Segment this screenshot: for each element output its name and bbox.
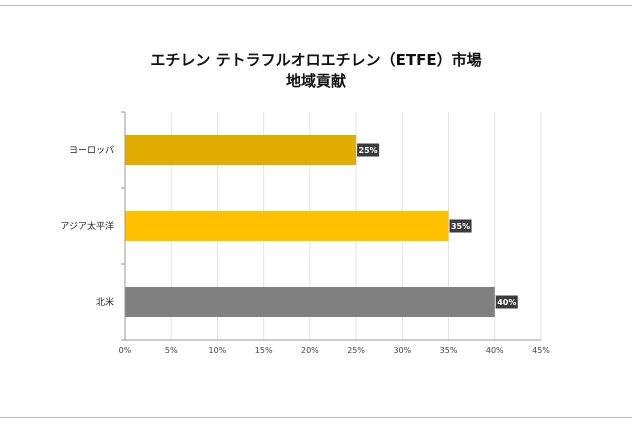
x-tick-label: 20% [301, 346, 319, 355]
bar [125, 287, 495, 317]
data-labels: 25% 35% 40% [357, 143, 518, 309]
data-label: 35% [451, 222, 470, 231]
x-tick-label: 45% [532, 346, 550, 355]
x-tick-label: 25% [347, 346, 365, 355]
x-tick-label: 30% [393, 346, 411, 355]
x-tick-label: 0% [119, 346, 132, 355]
data-label: 25% [359, 146, 378, 155]
x-tick-label: 5% [165, 346, 178, 355]
axes [121, 111, 541, 341]
bar [125, 211, 449, 241]
data-label-box [357, 143, 380, 157]
bars [125, 135, 495, 317]
x-tick-labels: 0% 5% 10% 15% 20% 25% 30% 35% 40% 45% [119, 346, 551, 355]
chart-title: エチレン テトラフルオロエチレン（ETFE）市場 [150, 51, 482, 69]
bar [125, 135, 357, 165]
category-label: 北米 [96, 296, 114, 308]
x-tick-label: 35% [440, 346, 458, 355]
x-tick-label: 40% [486, 346, 504, 355]
bottom-divider [0, 417, 632, 418]
data-label-box [449, 219, 472, 233]
data-label-box [495, 295, 518, 309]
chart-subtitle: 地域貢献 [285, 72, 346, 90]
x-tick-label: 15% [255, 346, 273, 355]
category-label: ヨーロッパ [69, 145, 114, 156]
top-divider [0, 5, 632, 6]
category-label: アジア太平洋 [60, 220, 114, 232]
x-tick-label: 10% [209, 346, 227, 355]
data-label: 40% [497, 298, 516, 307]
